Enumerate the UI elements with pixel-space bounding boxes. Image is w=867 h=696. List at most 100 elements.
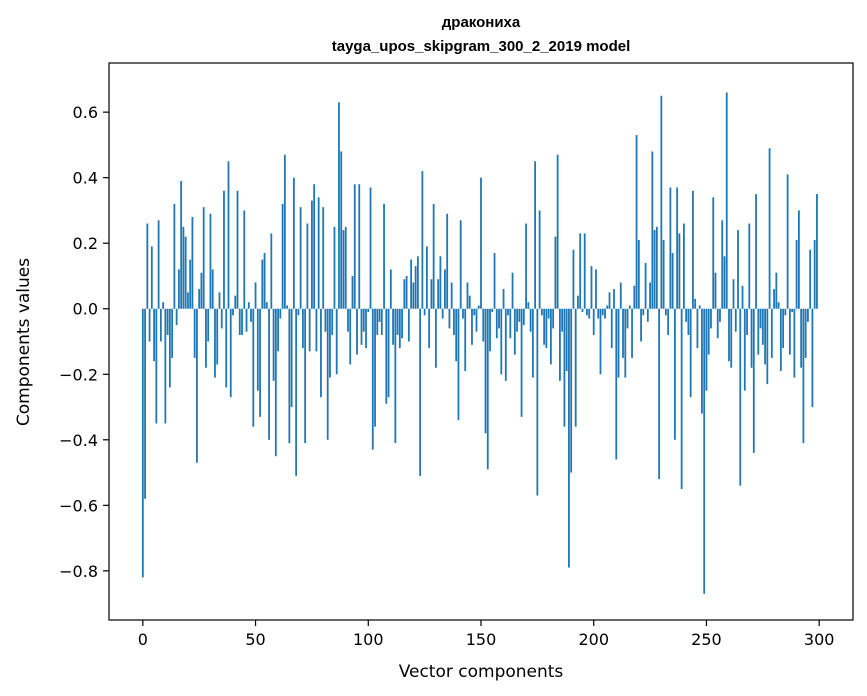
bar-32 xyxy=(214,308,216,378)
bar-77 xyxy=(315,308,318,352)
bar-230 xyxy=(660,95,663,309)
bar-213 xyxy=(622,308,624,358)
bar-11 xyxy=(166,308,169,335)
bar-252 xyxy=(710,308,712,329)
y-tick-label: −0.6 xyxy=(59,496,98,515)
bar-123 xyxy=(419,308,422,476)
bar-276 xyxy=(764,308,766,365)
y-tick-label: −0.4 xyxy=(59,431,98,450)
bar-2 xyxy=(146,223,149,309)
bar-180 xyxy=(547,308,550,319)
bar-26 xyxy=(200,272,203,309)
bar-248 xyxy=(701,308,703,414)
bar-201 xyxy=(595,269,597,309)
bar-79 xyxy=(320,308,322,398)
bar-60 xyxy=(277,308,279,352)
bar-76 xyxy=(313,184,316,309)
bar-220 xyxy=(637,239,640,309)
bar-258 xyxy=(723,256,726,309)
bar-107 xyxy=(383,203,385,309)
bar-67 xyxy=(292,177,295,309)
bar-18 xyxy=(182,226,185,309)
bar-240 xyxy=(683,223,685,309)
bar-14 xyxy=(173,203,176,309)
bar-280 xyxy=(773,289,775,309)
bar-176 xyxy=(538,210,541,309)
bar-0 xyxy=(141,308,144,578)
bar-208 xyxy=(610,308,613,349)
bar-199 xyxy=(590,266,593,309)
bar-90 xyxy=(344,226,347,309)
bar-187 xyxy=(563,308,566,427)
bar-296 xyxy=(809,249,812,309)
bar-172 xyxy=(529,308,532,332)
bar-168 xyxy=(520,308,523,417)
bar-108 xyxy=(385,308,388,404)
bar-64 xyxy=(286,305,289,309)
bar-144 xyxy=(466,282,469,309)
x-tick-label: 300 xyxy=(804,630,835,649)
bar-156 xyxy=(493,253,496,309)
bar-169 xyxy=(522,308,525,326)
bar-111 xyxy=(392,308,394,345)
bar-115 xyxy=(401,308,403,339)
bar-54 xyxy=(263,253,266,309)
bar-49 xyxy=(252,308,255,427)
bar-195 xyxy=(581,308,584,313)
bar-53 xyxy=(261,259,264,309)
bar-68 xyxy=(295,308,298,476)
bar-121 xyxy=(414,266,417,309)
bar-10 xyxy=(164,308,167,424)
bar-19 xyxy=(184,236,187,309)
bar-101 xyxy=(369,187,372,309)
bar-33 xyxy=(216,308,219,365)
bar-5 xyxy=(153,308,155,362)
y-axis-label: Components values xyxy=(14,258,34,426)
bar-116 xyxy=(403,279,406,309)
bar-42 xyxy=(236,190,239,309)
y-tick-label: 0.2 xyxy=(73,234,98,253)
bar-46 xyxy=(245,308,248,332)
bar-137 xyxy=(450,282,453,309)
bar-264 xyxy=(737,230,739,309)
bar-205 xyxy=(604,308,606,319)
bar-132 xyxy=(439,256,442,309)
bar-251 xyxy=(707,308,710,355)
bar-212 xyxy=(619,282,622,309)
bar-189 xyxy=(568,308,570,568)
bar-12 xyxy=(168,308,171,388)
bar-113 xyxy=(396,308,399,335)
bar-65 xyxy=(288,308,291,444)
bar-196 xyxy=(583,233,586,309)
bar-48 xyxy=(250,308,252,322)
bar-124 xyxy=(421,171,424,309)
bar-241 xyxy=(685,308,688,322)
bar-110 xyxy=(389,269,392,309)
bar-138 xyxy=(453,308,455,335)
bar-270 xyxy=(750,308,753,368)
bar-273 xyxy=(757,308,760,355)
bar-80 xyxy=(322,207,325,309)
bar-37 xyxy=(225,308,228,388)
bar-166 xyxy=(516,308,518,332)
bar-63 xyxy=(283,154,286,309)
bar-197 xyxy=(586,308,588,316)
bar-71 xyxy=(301,308,304,349)
bar-38 xyxy=(227,161,230,309)
bar-164 xyxy=(511,272,514,309)
x-tick-label: 0 xyxy=(138,630,148,649)
bar-149 xyxy=(477,305,480,309)
bar-238 xyxy=(678,233,681,309)
bar-188 xyxy=(565,308,568,371)
bar-254 xyxy=(714,272,717,309)
bar-204 xyxy=(601,308,604,316)
bar-261 xyxy=(730,308,733,368)
bar-291 xyxy=(797,210,800,309)
bar-211 xyxy=(617,308,620,378)
bar-43 xyxy=(238,308,241,335)
bar-1 xyxy=(144,308,146,499)
bar-266 xyxy=(741,285,744,309)
bar-87 xyxy=(338,102,340,309)
x-tick-label: 150 xyxy=(466,630,497,649)
